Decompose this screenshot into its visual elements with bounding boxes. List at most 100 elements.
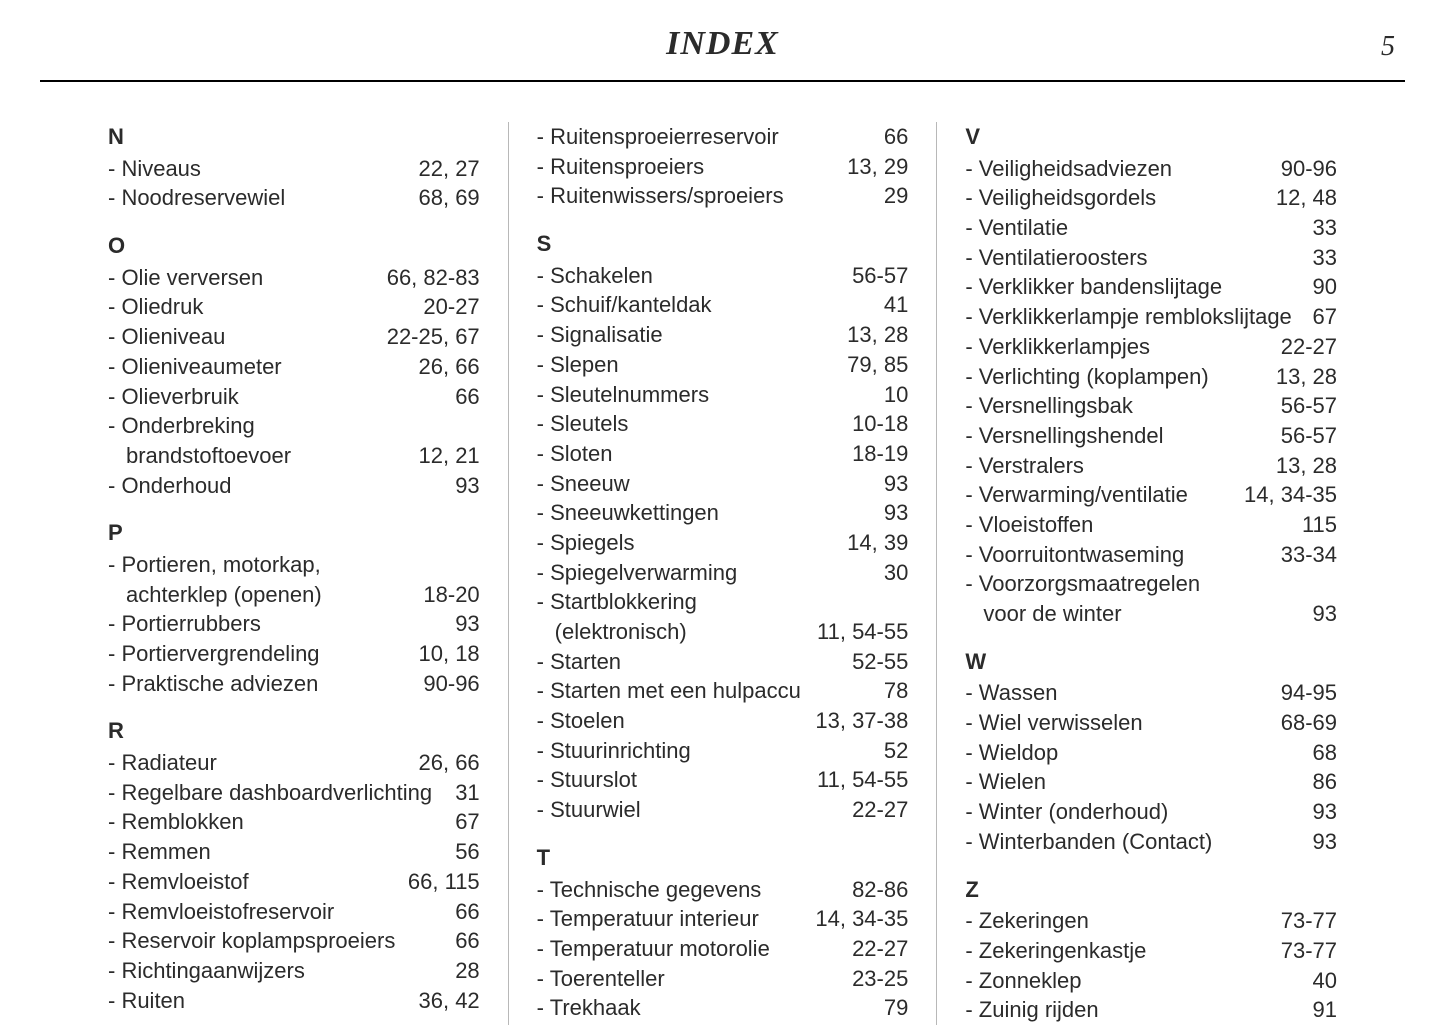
entry-pages: 67 — [1313, 302, 1337, 332]
entry-pages: 90-96 — [423, 669, 479, 699]
entry-pages: 93 — [455, 609, 479, 639]
index-entry: - Technische gegevens82-86 — [537, 875, 909, 905]
entry-pages: 73-77 — [1281, 906, 1337, 936]
entry-pages: 13, 28 — [1276, 451, 1337, 481]
entry-label: - Wieldop — [965, 738, 1070, 768]
entry-pages: 22-27 — [852, 795, 908, 825]
entry-label: - Verklikkerlampje remblokslijtage — [965, 302, 1303, 332]
index-entry: - Olieniveaumeter26, 66 — [108, 352, 480, 382]
entry-label: - Noodreservewiel — [108, 183, 297, 213]
entry-label: - Portiervergrendeling — [108, 639, 332, 669]
index-entry: - Regelbare dashboardverlichting31 — [108, 778, 480, 808]
entry-label: - Vloeistoffen — [965, 510, 1105, 540]
index-entry: - Sneeuw93 — [537, 469, 909, 499]
entry-label: - Zekeringenkastje — [965, 936, 1158, 966]
index-entry: - Sleutels10-18 — [537, 409, 909, 439]
index-entry: - Verwarming/ventilatie14, 34-35 — [965, 480, 1337, 510]
index-entry: - Olieniveau22-25, 67 — [108, 322, 480, 352]
index-entry: - Spiegelverwarming30 — [537, 558, 909, 588]
entry-pages: 22, 27 — [419, 154, 480, 184]
page-number: 5 — [1381, 31, 1395, 63]
index-entry: - Portiervergrendeling10, 18 — [108, 639, 480, 669]
entry-pages: 91 — [1313, 995, 1337, 1025]
entry-label: - Zekeringen — [965, 906, 1101, 936]
entry-pages: 23-25 — [852, 964, 908, 994]
index-entry: - Wiel verwisselen68-69 — [965, 708, 1337, 738]
entry-label: - Onderhoud — [108, 471, 244, 501]
index-entry: - Zonneklep40 — [965, 966, 1337, 996]
index-entry: - Sleutelnummers10 — [537, 380, 909, 410]
entry-pages: 22-25, 67 — [387, 322, 480, 352]
entry-pages: 93 — [455, 471, 479, 501]
entry-pages: 66 — [455, 897, 479, 927]
index-entry: - Verklikker bandenslijtage90 — [965, 272, 1337, 302]
section-letter: S — [537, 229, 909, 259]
entry-pages: 11, 54-55 — [817, 617, 908, 647]
index-entry-cont: (elektronisch)11, 54-55 — [537, 617, 909, 647]
entry-pages: 33-34 — [1281, 540, 1337, 570]
index-entry: - Onderbreking — [108, 411, 480, 441]
entry-label: - Starten — [537, 647, 633, 677]
entry-label: - Verlichting (koplampen) — [965, 362, 1220, 392]
entry-pages: 22-27 — [1281, 332, 1337, 362]
entry-pages: 12, 48 — [1276, 183, 1337, 213]
index-entry: - Toerenteller23-25 — [537, 964, 909, 994]
entry-pages: 56 — [455, 837, 479, 867]
index-column: N- Niveaus22, 27- Noodreservewiel68, 69O… — [80, 122, 508, 1025]
index-entry: - Reservoir koplampsproeiers66 — [108, 926, 480, 956]
entry-label: - Versnellingshendel — [965, 421, 1175, 451]
entry-label: - Spiegels — [537, 528, 647, 558]
entry-label: - Ruiten — [108, 986, 197, 1016]
entry-pages: 14, 34-35 — [815, 904, 908, 934]
entry-label-cont: brandstoftoevoer — [108, 441, 303, 471]
entry-pages: 20-27 — [423, 292, 479, 322]
entry-label: - Richtingaanwijzers — [108, 956, 317, 986]
entry-pages: 56-57 — [1281, 391, 1337, 421]
page-title: INDEX — [666, 25, 779, 63]
section-letter: N — [108, 122, 480, 152]
entry-pages: 14, 39 — [847, 528, 908, 558]
entry-label: - Sloten — [537, 439, 625, 469]
entry-label: - Signalisatie — [537, 320, 675, 350]
section-letter: W — [965, 647, 1337, 677]
entry-label: - Voorzorgsmaatregelen — [965, 569, 1212, 599]
index-entry: - Versnellingshendel 56-57 — [965, 421, 1337, 451]
entry-label: - Technische gegevens — [537, 875, 774, 905]
entry-label: - Portierrubbers — [108, 609, 273, 639]
entry-pages: 79, 85 — [847, 350, 908, 380]
entry-pages: 93 — [1313, 599, 1337, 629]
entry-label: - Verstralers — [965, 451, 1096, 481]
index-entry: - Sloten18-19 — [537, 439, 909, 469]
entry-label: - Remvloeistof — [108, 867, 261, 897]
entry-pages: 56-57 — [1281, 421, 1337, 451]
index-entry: - Ruitenwissers/sproeiers29 — [537, 181, 909, 211]
entry-pages: 93 — [1313, 797, 1337, 827]
entry-label: - Slepen — [537, 350, 631, 380]
entry-pages: 90-96 — [1281, 154, 1337, 184]
index-entry: - Wielen86 — [965, 767, 1337, 797]
entry-label: - Olieniveaumeter — [108, 352, 294, 382]
index-entry: - Stuurslot11, 54-55 — [537, 765, 909, 795]
entry-label: - Wiel verwisselen — [965, 708, 1154, 738]
index-entry: - Veiligheidsgordels12, 48 — [965, 183, 1337, 213]
index-columns: N- Niveaus22, 27- Noodreservewiel68, 69O… — [40, 122, 1405, 1025]
entry-label: - Schuif/kanteldak — [537, 290, 724, 320]
index-entry: - Voorzorgsmaatregelen — [965, 569, 1337, 599]
entry-label: - Radiateur — [108, 748, 229, 778]
entry-pages: 18-20 — [423, 580, 479, 610]
index-entry-cont: brandstoftoevoer 12, 21 — [108, 441, 480, 471]
entry-pages: 33 — [1313, 213, 1337, 243]
entry-label: - Sleutels — [537, 409, 641, 439]
index-entry: - Stuurwiel22-27 — [537, 795, 909, 825]
entry-label: - Spiegelverwarming — [537, 558, 750, 588]
entry-pages: 86 — [1313, 767, 1337, 797]
entry-label: - Winterbanden (Contact) — [965, 827, 1224, 857]
index-entry-cont: voor de winter93 — [965, 599, 1337, 629]
entry-label: - Temperatuur motorolie — [537, 934, 782, 964]
index-entry: - Ventilatieroosters33 — [965, 243, 1337, 273]
index-entry: - Spiegels 14, 39 — [537, 528, 909, 558]
index-entry: - Zekeringenkastje73-77 — [965, 936, 1337, 966]
entry-pages: 12, 21 — [419, 441, 480, 471]
entry-pages: 93 — [884, 498, 908, 528]
entry-label: - Wassen — [965, 678, 1069, 708]
